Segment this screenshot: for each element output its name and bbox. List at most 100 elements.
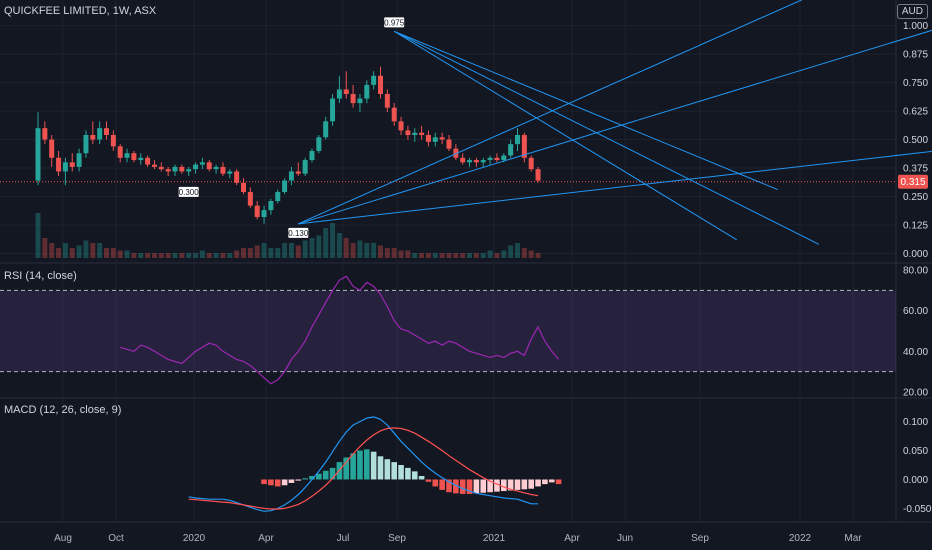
volume-bar (432, 253, 438, 258)
macd-histogram-bar (514, 479, 521, 490)
trendline (394, 30, 778, 191)
volume-bar (473, 253, 479, 258)
macd-histogram-bar (302, 478, 308, 480)
candle-body (398, 121, 404, 131)
macd-histogram-bar (480, 479, 487, 493)
macd-histogram-bar (350, 453, 356, 480)
volume-bar (371, 243, 377, 258)
x-tick-label: 2022 (789, 533, 812, 544)
annotation-label: 0.130 (288, 229, 309, 238)
macd-title: MACD (12, 26, close, 9) (4, 404, 122, 416)
volume-bar (69, 248, 75, 258)
annotation-box (288, 227, 309, 238)
macd-histogram-bar (453, 479, 459, 494)
macd-histogram-bar (411, 471, 418, 480)
macd-histogram-bar (432, 479, 439, 487)
x-tick-label: Mar (844, 533, 862, 544)
candle-body (391, 107, 397, 122)
price-tick-label: 0.875 (903, 50, 928, 61)
macd-histogram-bar (364, 449, 370, 480)
macd-histogram-bar (439, 479, 445, 490)
macd-histogram-bar (418, 476, 425, 480)
candle-body (473, 160, 479, 163)
rsi-tick-label: 40.00 (903, 347, 928, 358)
candle-body (350, 94, 356, 104)
x-tick-label: Oct (108, 533, 124, 544)
volume-bar (487, 250, 493, 258)
candle-body (49, 139, 55, 158)
candle-body (69, 162, 75, 167)
currency-badge[interactable]: AUD (896, 4, 928, 19)
rsi-title: RSI (14, close) (4, 270, 77, 282)
candle-body (83, 135, 89, 154)
price-tick-label: 0.625 (903, 107, 928, 118)
candle-body (295, 171, 301, 174)
macd-histogram-bar (507, 479, 514, 491)
price-tick-label: 0.750 (903, 78, 928, 89)
macd-histogram-bar (309, 476, 315, 480)
candle-body (241, 182, 246, 192)
macd-histogram-bar (288, 479, 295, 483)
volume-bar (425, 253, 431, 258)
candle-body (254, 205, 260, 217)
macd-histogram-bar (274, 479, 281, 487)
volume-bar (316, 235, 322, 258)
macd-histogram-bar (343, 457, 350, 480)
macd-histogram-bar (535, 479, 541, 487)
volume-bar (398, 250, 404, 258)
candle-body (343, 89, 349, 94)
x-tick-label: 2020 (183, 533, 206, 544)
macd-histogram-bar (281, 479, 288, 486)
candle-body (487, 157, 493, 161)
volume-bar (419, 253, 425, 258)
volume-bar (35, 213, 41, 258)
macd-histogram-bar (316, 473, 322, 480)
candle-body (364, 84, 370, 99)
volume-bar (323, 228, 329, 258)
annotation-label: 0.300 (179, 188, 200, 197)
trendline (298, 29, 932, 225)
x-tick-label: Jun (617, 533, 633, 544)
volume-bar (90, 243, 96, 258)
macd-histogram-bar (405, 467, 411, 480)
candle-body (193, 164, 199, 170)
volume-bar (254, 245, 260, 258)
candle-body (35, 128, 41, 181)
macd-histogram-bar (295, 479, 302, 481)
candle-body (446, 139, 452, 149)
annotation-label: 0.975 (384, 18, 405, 27)
trendline (298, 150, 932, 225)
candle-body (480, 160, 486, 163)
volume-bar (282, 243, 288, 258)
rsi-line (120, 275, 560, 385)
candle-body (158, 166, 164, 170)
last-price-label: 0.315 (900, 177, 925, 188)
macd-histogram-bar (501, 479, 507, 492)
candle-body (412, 132, 418, 135)
volume-bar (151, 253, 157, 258)
volume-bar (330, 223, 336, 258)
candle-body (378, 75, 383, 94)
volume-bar (165, 253, 171, 258)
last-price-badge (898, 174, 928, 189)
x-tick-label: Sep (388, 533, 406, 544)
volume-bar (467, 253, 473, 258)
trendline (393, 30, 820, 245)
candle-body (220, 166, 226, 174)
volume-bar (508, 245, 514, 258)
macd-histogram-bar (459, 479, 466, 494)
volume-bar (439, 253, 445, 258)
candle-body (268, 201, 274, 211)
x-tick-label: Sep (691, 533, 709, 544)
x-tick-label: Jul (337, 533, 350, 544)
volume-bar (145, 253, 151, 258)
candle-body (494, 157, 500, 161)
candle-body (186, 169, 192, 172)
macd-histogram-bar (466, 479, 473, 494)
volume-bar (302, 240, 308, 258)
volume-bar (124, 250, 130, 258)
macd-histogram-bar (268, 479, 274, 486)
macd-histogram-bar (425, 479, 432, 482)
price-tick-label: 1.000 (903, 21, 928, 32)
